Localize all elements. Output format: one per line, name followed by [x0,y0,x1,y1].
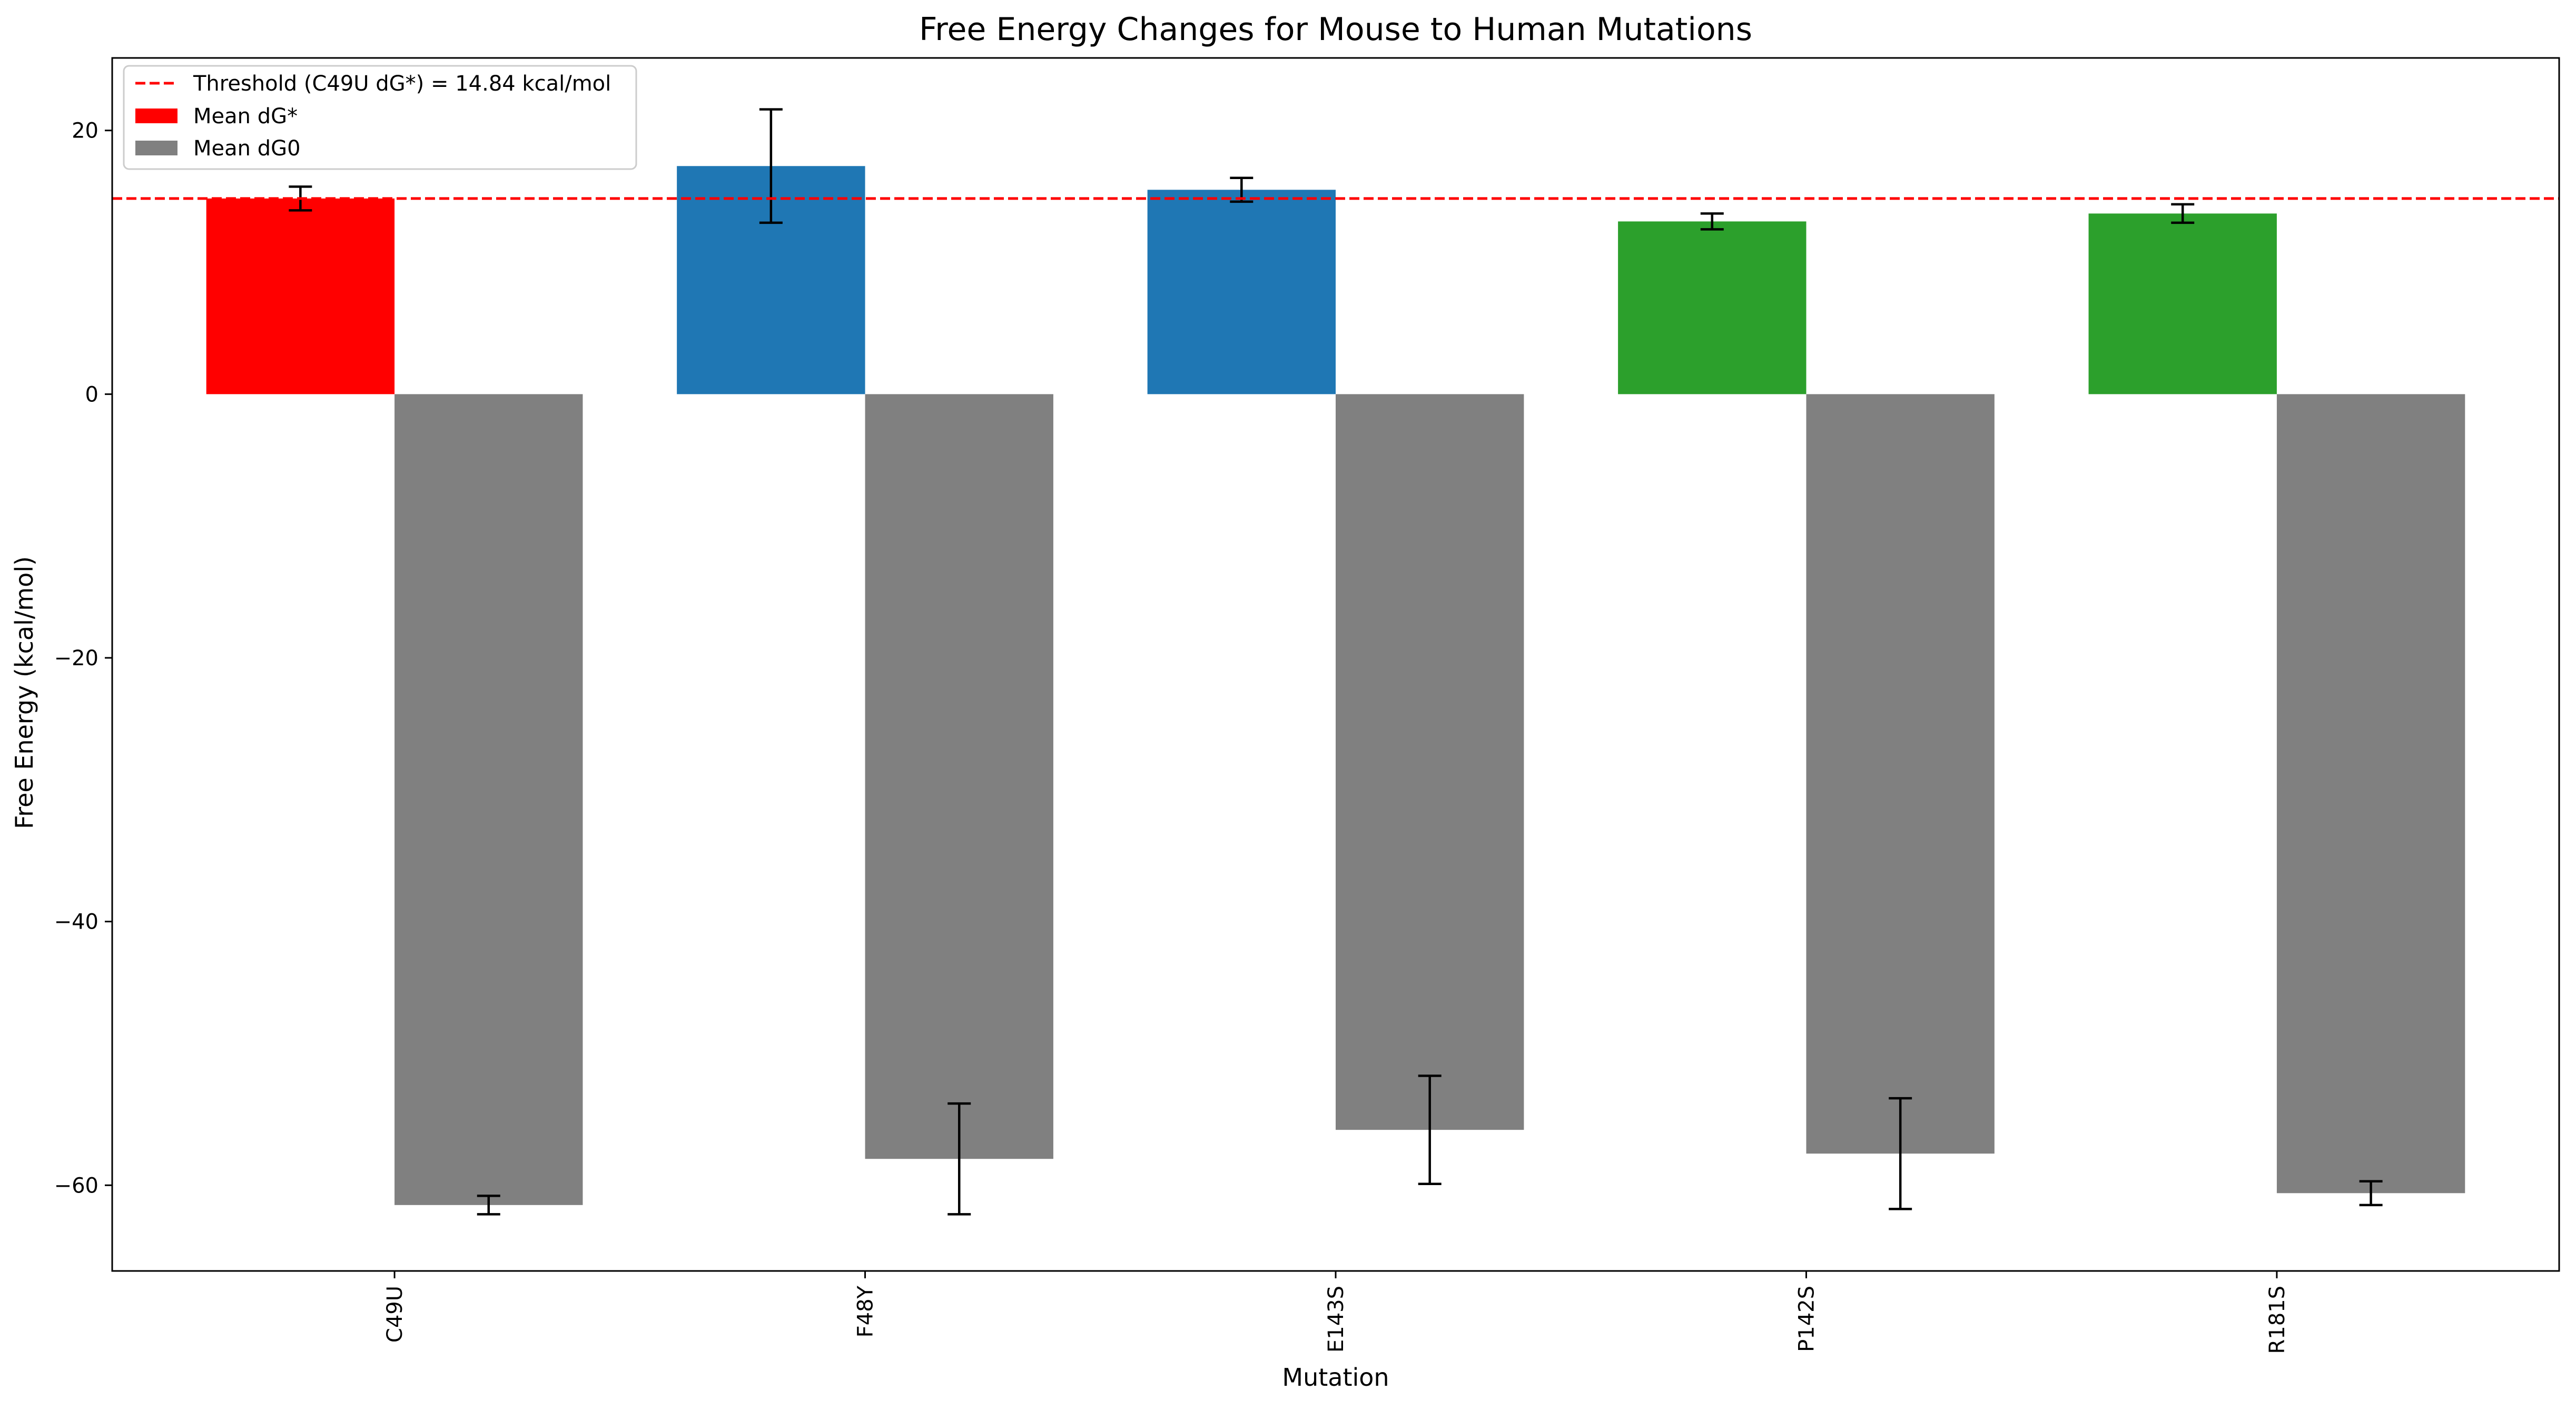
y-tick-label: 0 [85,382,98,407]
legend-swatch-dg-star [135,109,177,123]
error-bar-dg0-p142s [1889,1097,1912,1210]
x-tick-label-r181s: R181S [2265,1286,2289,1354]
y-tick-label: −20 [54,646,98,671]
x-tick-label-f48y: F48Y [854,1285,878,1337]
bar-dg-star-e143s [1147,190,1336,395]
legend-swatch-dg0 [135,141,177,155]
chart-title: Free Energy Changes for Mouse to Human M… [919,11,1752,48]
y-axis-label: Free Energy (kcal/mol) [10,556,38,829]
bar-dg0-e143s [1336,394,1524,1130]
error-bar-dg-star-r181s [2171,203,2195,224]
legend: Threshold (C49U dG*) = 14.84 kcal/mol Mea… [123,65,637,170]
legend-threshold-label: Threshold (C49U dG*) = 14.84 kcal/mol [193,72,611,96]
bar-dg0-c49u [394,394,583,1205]
error-bar-dg0-f48y [948,1102,971,1216]
y-tick-label: −60 [54,1174,98,1198]
bar-dg-star-c49u [206,198,395,395]
y-tick-label: −40 [54,910,98,934]
legend-label-dg-star: Mean dG* [193,104,298,129]
bar-dg0-f48y [865,394,1053,1159]
legend-box [123,65,637,170]
bar-dg0-p142s [1806,394,1995,1154]
x-tick-label-e143s: E143S [1324,1286,1348,1353]
y-tick-label: 20 [72,119,98,143]
x-tick-label-p142s: P142S [1794,1286,1819,1352]
bar-dg0-r181s [2276,394,2465,1194]
error-bar-dg0-e143s [1418,1074,1442,1186]
x-tick-label-c49u: C49U [383,1286,407,1343]
error-bar-dg0-c49u [477,1195,500,1216]
error-bar-dg0-r181s [2359,1180,2383,1207]
plot-area: 20 0 −20 −40 −60 C49U F48Y E143S P142S R181S [54,57,2560,1354]
legend-label-dg0: Mean dG0 [193,136,301,161]
error-bar-dg-star-p142s [1700,212,1724,231]
bar-dg-star-r181s [2088,213,2277,395]
x-axis-label: Mutation [1282,1363,1389,1392]
bar-dg-star-p142s [1618,221,1807,395]
error-bar-dg-star-f48y [759,108,783,224]
